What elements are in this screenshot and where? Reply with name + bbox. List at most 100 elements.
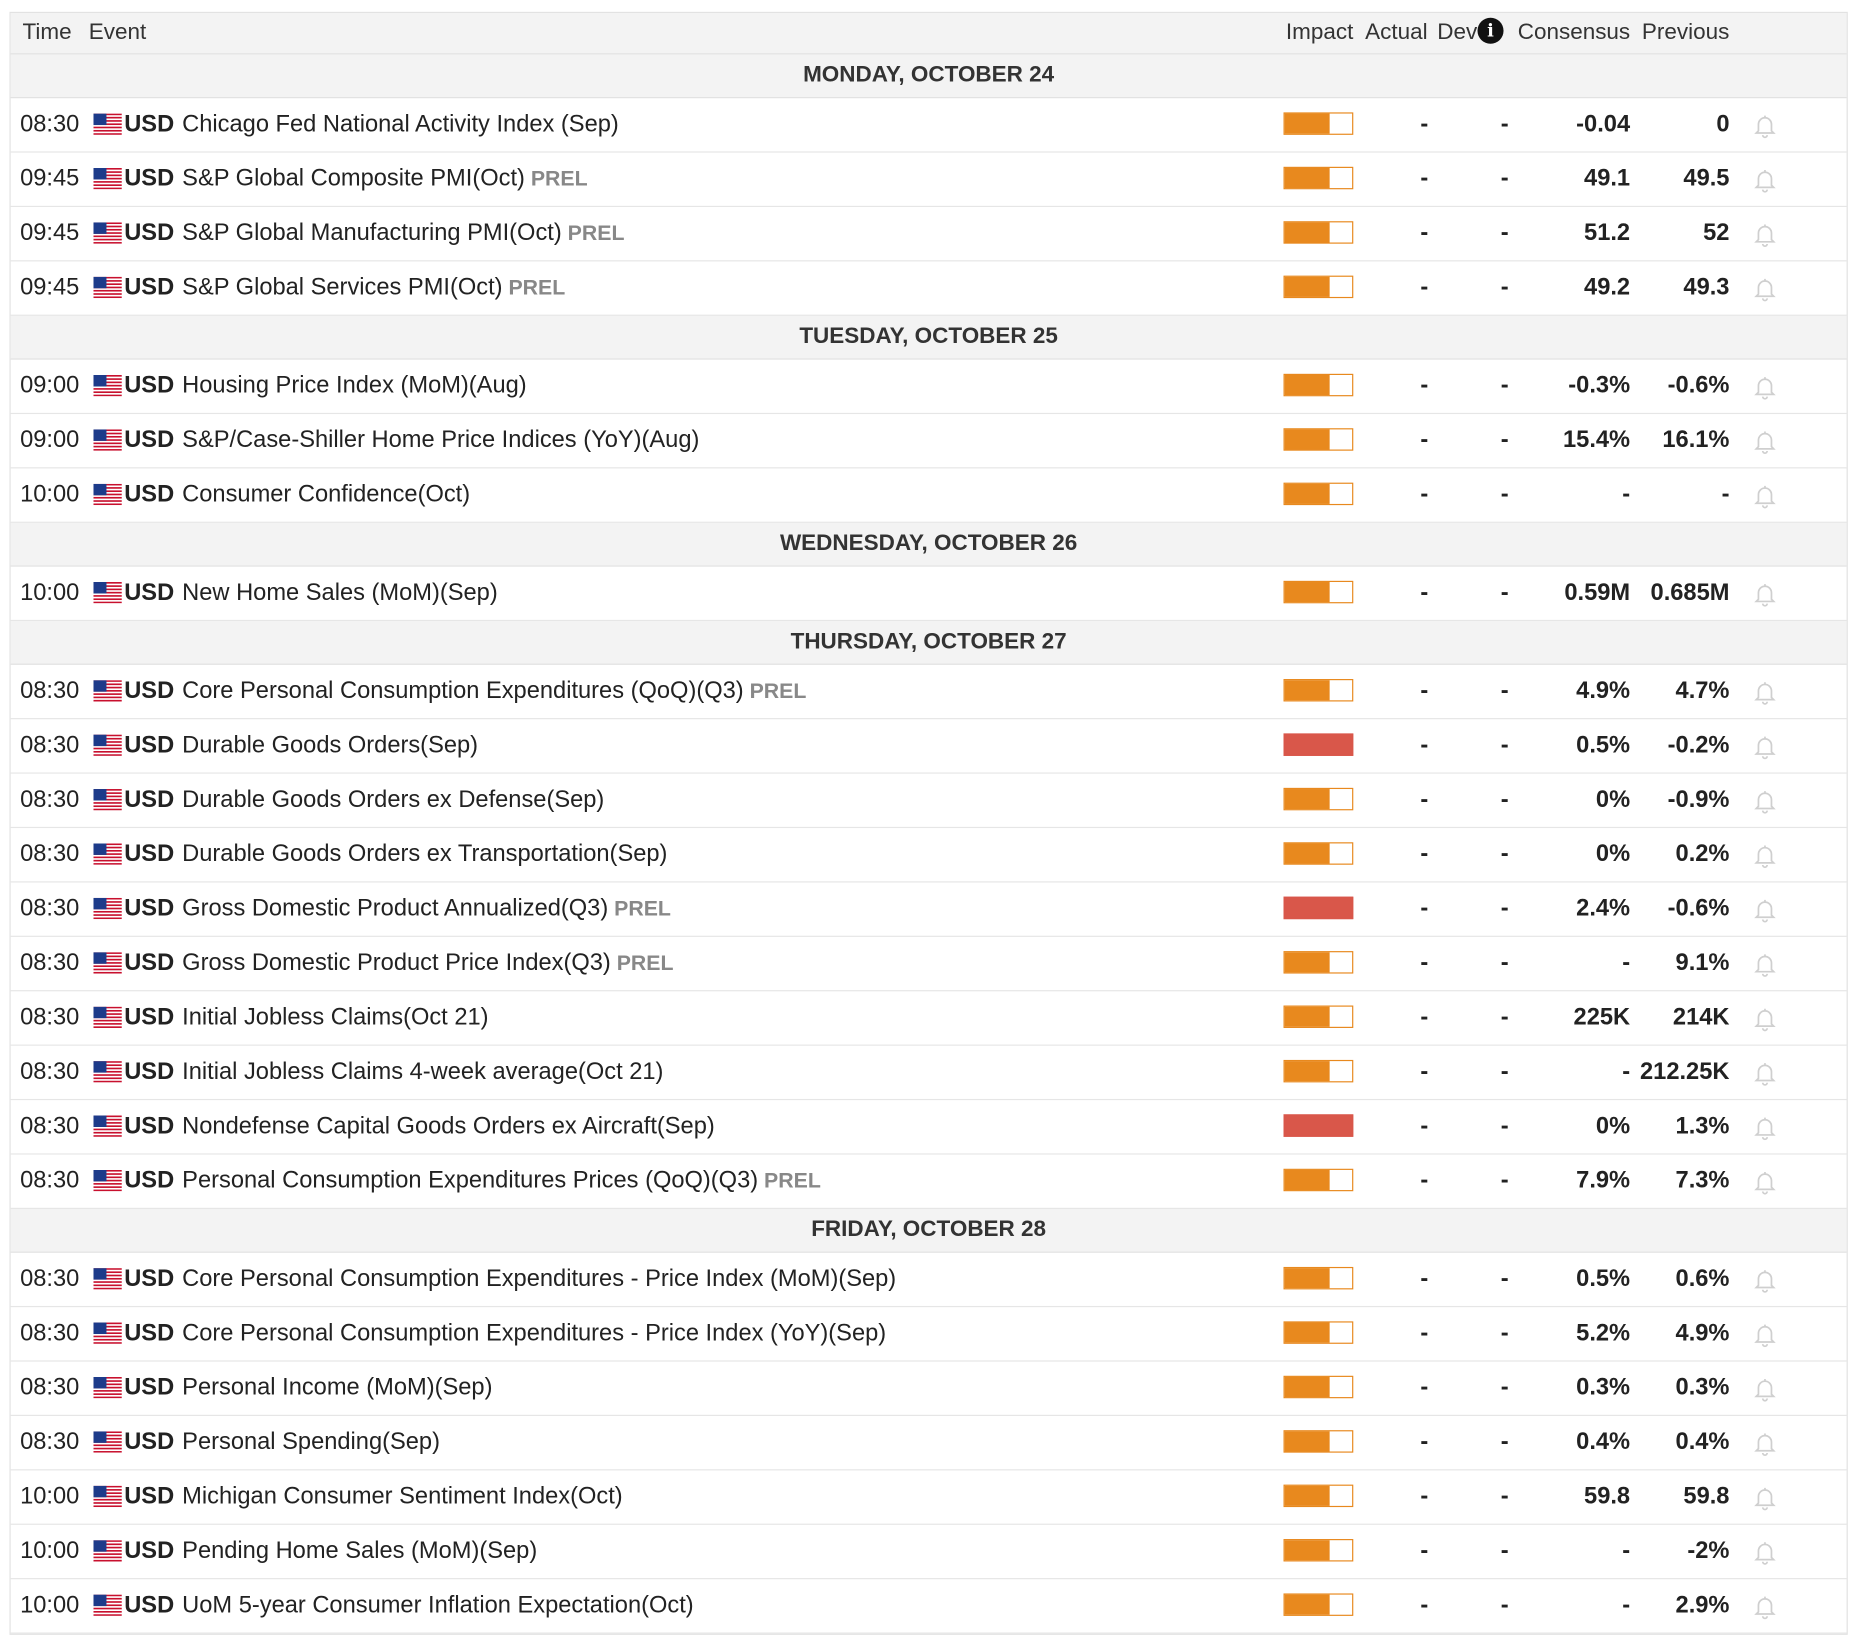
table-row[interactable]: 08:30 USD Durable Goods Orders ex Defense(… <box>10 774 1847 829</box>
event-title[interactable]: S&P Global Manufacturing PMI(Oct) <box>182 220 562 247</box>
table-row[interactable]: 08:30 USD Personal Spending(Sep) - - 0.4% 0.4% <box>10 1416 1847 1471</box>
event-title[interactable]: New Home Sales (MoM)(Sep) <box>182 579 498 606</box>
event-name[interactable]: Housing Price Index (MoM)(Aug) <box>182 373 526 400</box>
table-row[interactable]: 09:45 USD S&P Global Composite PMI(Oct) PRE… <box>10 153 1847 208</box>
event-name[interactable]: Initial Jobless Claims(Oct 21) <box>182 1004 488 1031</box>
event-title[interactable]: Personal Consumption Expenditures Prices… <box>182 1167 759 1194</box>
table-row[interactable]: 08:30 USD Personal Income (MoM)(Sep) - - 0.3%… <box>10 1362 1847 1416</box>
event-name[interactable]: Initial Jobless Claims 4-week average(Oc… <box>182 1059 663 1086</box>
table-row[interactable]: 08:30 USD Initial Jobless Claims 4-week av… <box>10 1046 1847 1101</box>
bell-icon[interactable] <box>1752 220 1778 248</box>
table-row[interactable]: 09:45 USD S&P Global Services PMI(Oct) PREL… <box>10 261 1847 316</box>
event-name[interactable]: Michigan Consumer Sentiment Index(Oct) <box>182 1483 623 1510</box>
bell-icon[interactable] <box>1752 1375 1778 1403</box>
bell-icon[interactable] <box>1752 787 1778 815</box>
table-row[interactable]: 08:30 USD Initial Jobless Claims(Oct 21) - -… <box>10 991 1847 1046</box>
event-name[interactable]: Pending Home Sales (MoM)(Sep) <box>182 1538 537 1565</box>
bell-icon[interactable] <box>1752 111 1778 139</box>
table-row[interactable]: 10:00 USD UoM 5-year Consumer Inflation Ex… <box>10 1579 1847 1634</box>
event-title[interactable]: Core Personal Consumption Expenditures -… <box>182 1265 897 1292</box>
event-title[interactable]: Core Personal Consumption Expenditures -… <box>182 1320 887 1347</box>
table-row[interactable]: 08:30 USD Personal Consumption Expenditure… <box>10 1155 1847 1209</box>
event-title[interactable]: S&P/Case-Shiller Home Price Indices (YoY… <box>182 427 700 454</box>
table-row[interactable]: 10:00 USD Michigan Consumer Sentiment Inde… <box>10 1470 1847 1525</box>
bell-icon[interactable] <box>1752 274 1778 302</box>
table-row[interactable]: 08:30 USD Core Personal Consumption Expend… <box>10 1307 1847 1362</box>
event-title[interactable]: Housing Price Index (MoM)(Aug) <box>182 372 527 399</box>
table-row[interactable]: 08:30 USD Chicago Fed National Activity In… <box>10 98 1847 153</box>
event-title[interactable]: S&P Global Services PMI(Oct) <box>182 274 503 301</box>
table-row[interactable]: 08:30 USD Durable Goods Orders(Sep) - - 0.5% -… <box>10 719 1847 774</box>
event-name[interactable]: Core Personal Consumption Expenditures -… <box>182 1266 896 1293</box>
event-name[interactable]: S&P/Case-Shiller Home Price Indices (YoY… <box>182 427 699 454</box>
bell-icon[interactable] <box>1752 373 1778 401</box>
table-row[interactable]: 08:30 USD Core Personal Consumption Expend… <box>10 665 1847 720</box>
table-row[interactable]: 08:30 USD Nondefense Capital Goods Orders … <box>10 1100 1847 1155</box>
event-title[interactable]: Durable Goods Orders ex Defense(Sep) <box>182 786 605 813</box>
table-row[interactable]: 10:00 USD Consumer Confidence(Oct) - - - - <box>10 468 1847 523</box>
event-title[interactable]: Michigan Consumer Sentiment Index(Oct) <box>182 1483 623 1510</box>
event-title[interactable]: Chicago Fed National Activity Index (Sep… <box>182 111 619 138</box>
table-row[interactable]: 09:00 USD S&P/Case-Shiller Home Price Indi… <box>10 414 1847 469</box>
info-icon[interactable]: i <box>1477 17 1504 44</box>
table-row[interactable]: 10:00 USD Pending Home Sales (MoM)(Sep) - - -… <box>10 1525 1847 1580</box>
bell-icon[interactable] <box>1752 841 1778 869</box>
table-row[interactable]: 09:00 USD Housing Price Index (MoM)(Aug) - -… <box>10 360 1847 415</box>
event-name[interactable]: Consumer Confidence(Oct) <box>182 481 470 508</box>
bell-icon[interactable] <box>1752 732 1778 760</box>
event-name[interactable]: New Home Sales (MoM)(Sep) <box>182 580 498 607</box>
bell-icon[interactable] <box>1752 1320 1778 1348</box>
bell-icon[interactable] <box>1752 1059 1778 1087</box>
event-title[interactable]: Durable Goods Orders(Sep) <box>182 732 479 759</box>
bell-icon[interactable] <box>1752 166 1778 194</box>
bell-icon[interactable] <box>1752 1483 1778 1511</box>
event-name[interactable]: Gross Domestic Product Annualized(Q3) PRE… <box>182 895 671 922</box>
event-name[interactable]: Personal Consumption Expenditures Prices… <box>182 1168 821 1195</box>
event-title[interactable]: Nondefense Capital Goods Orders ex Aircr… <box>182 1113 715 1140</box>
bell-icon[interactable] <box>1752 895 1778 923</box>
bell-icon[interactable] <box>1752 1113 1778 1141</box>
event-title[interactable]: Personal Income (MoM)(Sep) <box>182 1374 493 1401</box>
bell-icon[interactable] <box>1752 481 1778 509</box>
event-name[interactable]: S&P Global Composite PMI(Oct) PREL <box>182 166 587 193</box>
table-row[interactable]: 08:30 USD Core Personal Consumption Expend… <box>10 1253 1847 1308</box>
event-title[interactable]: Durable Goods Orders ex Transportation(S… <box>182 841 668 868</box>
event-name[interactable]: Durable Goods Orders(Sep) <box>182 732 478 759</box>
event-name[interactable]: Personal Spending(Sep) <box>182 1429 440 1456</box>
table-row[interactable]: 08:30 USD Gross Domestic Product Price Ind… <box>10 937 1847 992</box>
bell-icon[interactable] <box>1752 427 1778 455</box>
event-name[interactable]: S&P Global Services PMI(Oct) PREL <box>182 274 565 301</box>
event-name[interactable]: UoM 5-year Consumer Inflation Expectatio… <box>182 1592 694 1619</box>
bell-icon[interactable] <box>1752 1538 1778 1566</box>
bell-icon[interactable] <box>1752 950 1778 978</box>
event-title[interactable]: Gross Domestic Product Price Index(Q3) <box>182 949 611 976</box>
event-title[interactable]: Initial Jobless Claims(Oct 21) <box>182 1004 489 1031</box>
event-name[interactable]: Nondefense Capital Goods Orders ex Aircr… <box>182 1113 715 1140</box>
event-name[interactable]: Chicago Fed National Activity Index (Sep… <box>182 111 619 138</box>
event-name[interactable]: S&P Global Manufacturing PMI(Oct) PREL <box>182 220 624 247</box>
event-name[interactable]: Core Personal Consumption Expenditures -… <box>182 1320 886 1347</box>
bell-icon[interactable] <box>1752 1429 1778 1457</box>
bell-icon[interactable] <box>1752 678 1778 706</box>
bell-icon[interactable] <box>1752 1266 1778 1294</box>
bell-icon[interactable] <box>1752 580 1778 608</box>
event-name[interactable]: Gross Domestic Product Price Index(Q3) PR… <box>182 950 673 977</box>
table-row[interactable]: 08:30 USD Durable Goods Orders ex Transpor… <box>10 828 1847 883</box>
event-name[interactable]: Durable Goods Orders ex Transportation(S… <box>182 841 667 868</box>
event-title[interactable]: Gross Domestic Product Annualized(Q3) <box>182 895 609 922</box>
bell-icon[interactable] <box>1752 1592 1778 1620</box>
bell-icon[interactable] <box>1752 1168 1778 1196</box>
bell-icon[interactable] <box>1752 1004 1778 1032</box>
event-name[interactable]: Core Personal Consumption Expenditures (… <box>182 678 806 705</box>
event-title[interactable]: Consumer Confidence(Oct) <box>182 481 471 508</box>
event-title[interactable]: UoM 5-year Consumer Inflation Expectatio… <box>182 1592 694 1619</box>
event-name[interactable]: Durable Goods Orders ex Defense(Sep) <box>182 787 604 814</box>
table-row[interactable]: 08:30 USD Gross Domestic Product Annualize… <box>10 882 1847 937</box>
event-title[interactable]: S&P Global Composite PMI(Oct) <box>182 165 525 192</box>
event-title[interactable]: Initial Jobless Claims 4-week average(Oc… <box>182 1058 664 1085</box>
table-row[interactable]: 09:45 USD S&P Global Manufacturing PMI(Oct… <box>10 207 1847 262</box>
event-title[interactable]: Core Personal Consumption Expenditures (… <box>182 677 744 704</box>
event-title[interactable]: Personal Spending(Sep) <box>182 1429 440 1456</box>
event-title[interactable]: Pending Home Sales (MoM)(Sep) <box>182 1537 538 1564</box>
table-row[interactable]: 10:00 USD New Home Sales (MoM)(Sep) - - 0.59M… <box>10 567 1847 622</box>
